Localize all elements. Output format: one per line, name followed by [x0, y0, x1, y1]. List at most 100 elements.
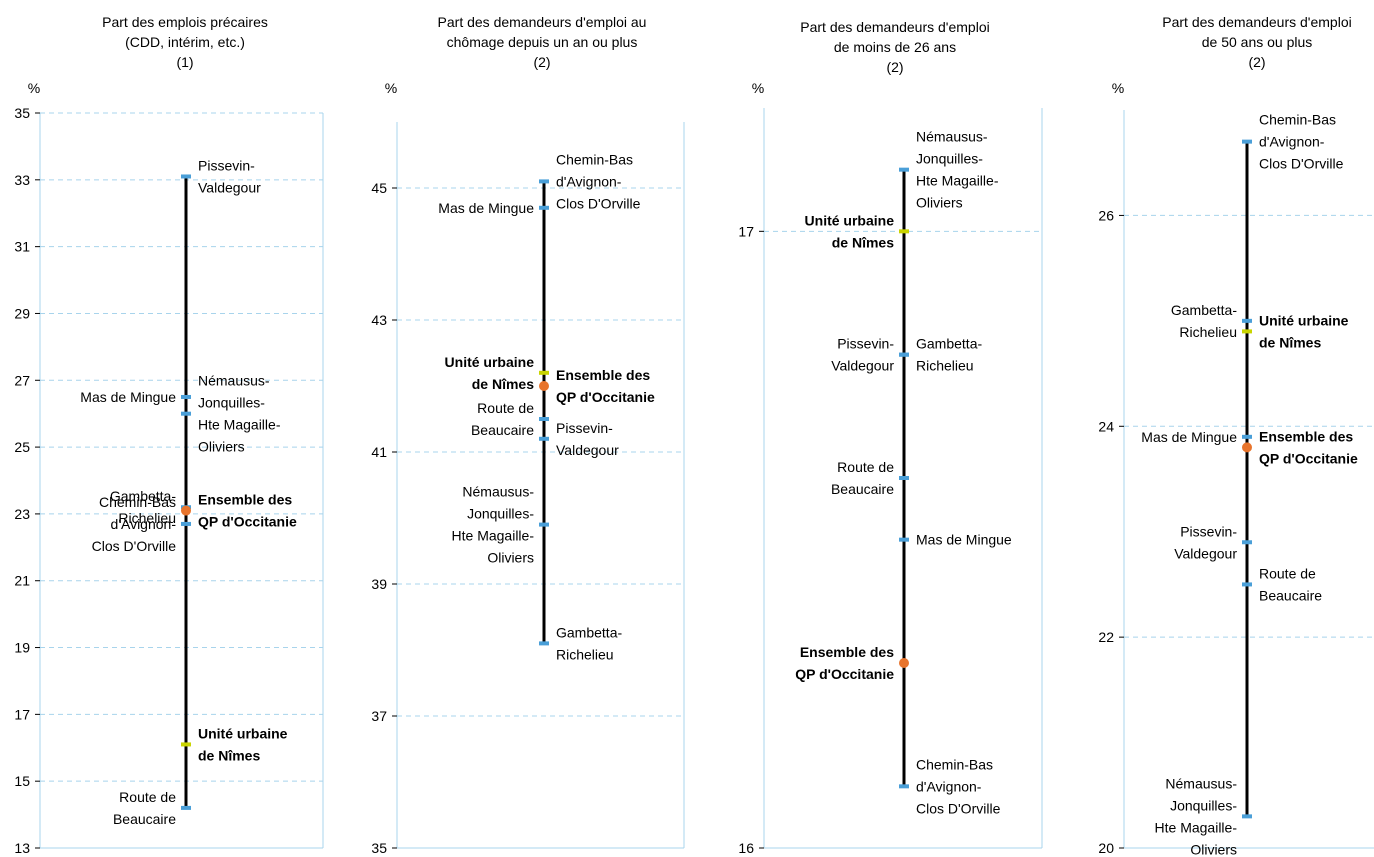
y-tick-label: 45: [371, 180, 387, 196]
data-label: de Nîmes: [1259, 334, 1321, 350]
y-tick-label: 19: [14, 640, 30, 656]
marker-qp: [539, 641, 549, 646]
data-label: Richelieu: [556, 646, 614, 662]
marker-qp: [539, 205, 549, 210]
marker-qp: [181, 411, 191, 416]
data-label: QP d'Occitanie: [1259, 450, 1358, 466]
marker-qp: [539, 417, 549, 421]
chart-title-line: (2): [886, 59, 903, 75]
y-tick-label: 24: [1098, 418, 1114, 434]
data-label: Pissevin-: [1180, 523, 1237, 539]
data-label: Valdegour: [556, 442, 619, 458]
data-label: Clos D'Orville: [92, 538, 177, 554]
data-label: Oliviers: [916, 195, 963, 211]
y-tick-label: 23: [14, 506, 30, 522]
data-label: QP d'Occitanie: [198, 514, 297, 530]
y-tick-label: 41: [371, 444, 387, 460]
marker-unite-urbaine: [899, 229, 909, 234]
marker-qp: [899, 476, 909, 480]
data-label: d'Avignon-: [1259, 134, 1325, 150]
data-label: Oliviers: [1190, 841, 1237, 857]
marker-qp: [539, 436, 549, 441]
y-tick-label: 35: [371, 840, 387, 856]
data-label: Jonquilles-: [467, 506, 534, 522]
data-label: Mas de Mingue: [916, 532, 1012, 548]
data-label: Unité urbaine: [445, 354, 535, 370]
chart-title-line: (1): [176, 54, 193, 70]
data-label: Hte Magaille-: [1155, 819, 1238, 835]
data-label: Ensemble des: [198, 492, 292, 508]
data-label: Chemin-Bas: [916, 756, 993, 772]
y-tick-label: 13: [14, 840, 30, 856]
data-label: Pissevin-: [556, 420, 613, 436]
y-tick-label: 43: [371, 312, 387, 328]
data-label: d'Avignon-: [556, 173, 622, 189]
y-tick-label: 22: [1098, 629, 1114, 645]
data-label: de Nîmes: [198, 747, 260, 763]
marker-qp: [181, 174, 191, 179]
data-label: d'Avignon-: [111, 516, 177, 532]
marker-qp: [1242, 814, 1252, 819]
y-tick-label: 20: [1098, 840, 1114, 856]
data-label: Clos D'Orville: [556, 195, 641, 211]
chart-title-line: Part des emplois précaires: [102, 14, 268, 30]
chart-title-line: Part des demandeurs d'emploi: [1162, 14, 1351, 30]
y-tick-label: 17: [14, 706, 30, 722]
data-label: de Nîmes: [472, 376, 534, 392]
chart-title-line: de 50 ans ou plus: [1202, 34, 1313, 50]
y-tick-label: 25: [14, 439, 30, 455]
data-label: Route de: [477, 400, 534, 416]
chart-title-line: (CDD, intérim, etc.): [125, 34, 245, 50]
y-tick-label: 15: [14, 773, 30, 789]
marker-qp: [1242, 434, 1252, 439]
data-label: Némausus-: [916, 129, 988, 145]
marker-unite-urbaine: [539, 370, 549, 375]
data-label: Beaucaire: [831, 481, 894, 497]
data-label: Beaucaire: [471, 422, 534, 438]
chart-title-line: (2): [1248, 54, 1265, 70]
data-label: Hte Magaille-: [916, 173, 999, 189]
marker-qp: [539, 522, 549, 527]
data-label: Némausus-: [1165, 775, 1237, 791]
chart-title-line: Part des demandeurs d'emploi au: [438, 14, 647, 30]
data-label: Unité urbaine: [805, 212, 895, 228]
data-label: Chemin-Bas: [99, 494, 176, 510]
marker-ensemble-qp-occitanie: [181, 505, 191, 516]
data-label: Clos D'Orville: [916, 800, 1001, 816]
data-label: Pissevin-: [198, 157, 255, 173]
marker-qp: [899, 167, 909, 172]
y-tick-label: 33: [14, 172, 30, 188]
data-label: Némausus-: [462, 484, 534, 500]
y-tick-label: 27: [14, 372, 30, 388]
y-tick-label: 31: [14, 239, 30, 255]
marker-qp: [539, 179, 549, 184]
y-tick-label: 29: [14, 305, 30, 321]
y-tick-label: 21: [14, 573, 30, 589]
y-tick-label: 16: [738, 840, 754, 856]
y-tick-label: 26: [1098, 207, 1114, 223]
marker-qp: [1242, 540, 1252, 545]
y-axis-unit-label: %: [28, 80, 40, 96]
y-axis-unit-label: %: [1112, 80, 1124, 96]
marker-unite-urbaine: [1242, 329, 1252, 334]
marker-qp: [181, 521, 191, 526]
data-label: Ensemble des: [556, 367, 650, 383]
data-label: Pissevin-: [837, 336, 894, 352]
data-label: Mas de Mingue: [438, 200, 534, 216]
marker-qp: [181, 805, 191, 810]
data-label: Chemin-Bas: [1259, 112, 1336, 128]
y-tick-label: 35: [14, 105, 30, 121]
data-label: Route de: [119, 789, 176, 805]
data-label: Jonquilles-: [916, 151, 983, 167]
data-label: Gambetta-: [110, 488, 176, 504]
data-label: Unité urbaine: [1259, 312, 1349, 328]
chart-title-line: de moins de 26 ans: [834, 39, 956, 55]
data-label: Némausus-: [198, 373, 270, 389]
data-label: Jonquilles-: [198, 395, 265, 411]
data-label: QP d'Occitanie: [556, 389, 655, 405]
data-label: Mas de Mingue: [80, 389, 176, 405]
marker-ensemble-qp-occitanie: [1242, 442, 1252, 453]
data-label: Gambetta-: [916, 336, 982, 352]
marker-ensemble-qp-occitanie: [539, 381, 549, 391]
data-label: Beaucaire: [1259, 587, 1322, 603]
